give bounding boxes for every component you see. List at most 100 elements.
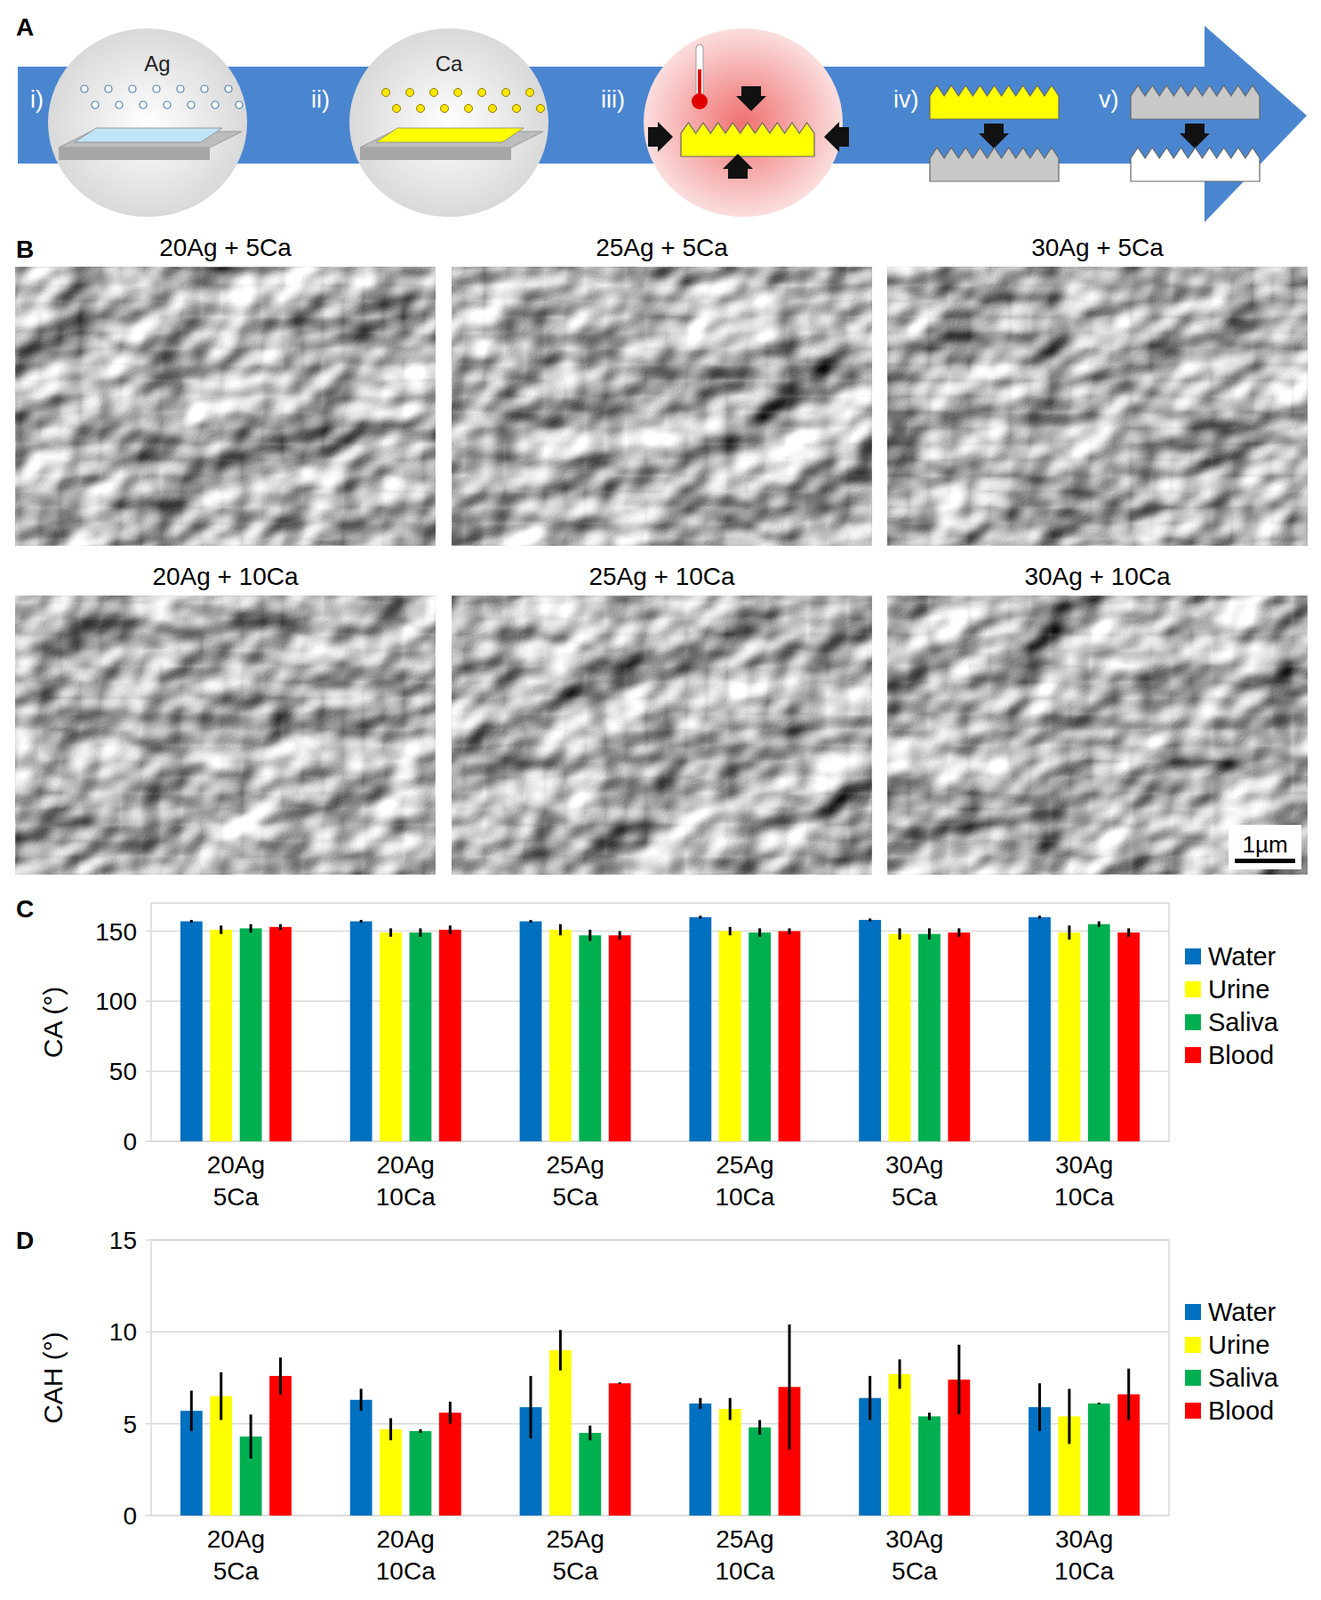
step-circle	[48, 28, 248, 217]
tick-label: 150	[95, 918, 137, 946]
bar	[409, 1431, 433, 1516]
error-bar	[1038, 915, 1041, 919]
tick-mark	[145, 1423, 152, 1426]
grid-line	[151, 1239, 1169, 1241]
bar	[1088, 924, 1111, 1142]
tick-mark	[145, 1331, 152, 1334]
error-bar	[698, 915, 702, 919]
step-label: v)	[1098, 86, 1120, 113]
sem-image	[15, 266, 436, 546]
error-bar	[698, 1398, 702, 1410]
category-label: 25Ag10Ca	[714, 1151, 775, 1211]
bar	[350, 920, 373, 1142]
error-bar	[190, 920, 193, 923]
scale-bar-label: 1µm	[1241, 831, 1288, 858]
arrow	[978, 123, 1009, 149]
tick-mark	[145, 1239, 152, 1241]
panel-label: C	[16, 895, 34, 923]
particle	[478, 88, 487, 97]
panel-label: D	[16, 1226, 34, 1255]
tick-label: 0	[122, 1128, 137, 1156]
category-line: 30Ag	[885, 1151, 944, 1179]
image-title: 30Ag + 5Ca	[1031, 233, 1164, 262]
marks	[180, 1324, 1140, 1516]
bar	[688, 1403, 712, 1516]
image-title: 25Ag + 10Ca	[588, 562, 736, 591]
grid-line	[151, 1000, 1169, 1003]
bar	[350, 1400, 373, 1516]
error-bar	[588, 1425, 592, 1442]
tick-mark	[145, 1000, 152, 1003]
error-bar	[868, 918, 872, 921]
sem-image	[887, 266, 1308, 546]
error-bar	[928, 928, 931, 940]
bar	[439, 1412, 462, 1516]
category-line: 20Ag	[207, 1525, 265, 1554]
particle	[382, 88, 391, 97]
textured-slab	[1130, 85, 1260, 120]
error-bar	[1097, 920, 1101, 927]
category-label: 25Ag5Ca	[545, 1151, 604, 1211]
category-line: 5Ca	[213, 1557, 260, 1586]
particle	[163, 101, 171, 109]
error-bar	[957, 1345, 961, 1416]
panel-label: B	[16, 235, 34, 264]
bar	[209, 929, 233, 1142]
element-label: Ca	[435, 51, 464, 76]
error-bar	[868, 1376, 872, 1421]
bar	[1028, 917, 1051, 1142]
legend-swatch	[1184, 1014, 1201, 1031]
error-bar	[1097, 1402, 1101, 1405]
error-bar	[728, 1398, 732, 1421]
tick-mark	[145, 1140, 152, 1143]
schematic: AgCai)ii)iii)iv)v)	[17, 25, 1307, 223]
legend-swatch	[1184, 1337, 1201, 1354]
sem-image	[887, 595, 1308, 875]
textured-slab	[1130, 147, 1260, 182]
step-label: iii)	[600, 86, 625, 113]
bar	[379, 1429, 402, 1516]
particle	[430, 88, 439, 97]
error-bar	[528, 1376, 532, 1439]
error-bar	[448, 1401, 452, 1425]
particle	[104, 85, 113, 93]
arrow	[736, 86, 767, 112]
category-line: 30Ag	[1055, 1151, 1113, 1179]
bar	[549, 1350, 572, 1516]
bar	[888, 1374, 912, 1516]
category-line: 10Ca	[376, 1557, 436, 1586]
bar	[608, 935, 632, 1142]
legend-label: Saliva	[1208, 1008, 1280, 1037]
error-bar	[957, 928, 961, 937]
category-line: 30Ag	[1055, 1525, 1113, 1554]
bar	[180, 920, 203, 1142]
error-bar	[788, 1324, 792, 1450]
category-line: 10Ca	[376, 1183, 436, 1211]
arrow	[722, 153, 753, 179]
error-bar	[588, 929, 592, 942]
particle	[80, 85, 89, 93]
process-arrow	[17, 25, 1307, 223]
arrow	[824, 121, 849, 153]
step-label: ii)	[311, 86, 330, 113]
legend-label: Blood	[1208, 1040, 1274, 1070]
figure: ABCDAgCai)ii)iii)iv)v)20Ag + 5Ca25Ag + 5…	[0, 0, 1321, 1600]
error-bar	[190, 1390, 193, 1431]
category-line: 10Ca	[714, 1557, 775, 1586]
bar	[918, 1416, 941, 1516]
error-bar	[360, 920, 363, 923]
error-bar	[758, 928, 761, 937]
bar	[748, 932, 771, 1142]
category-line: 10Ca	[1054, 1557, 1114, 1586]
legend-swatch	[1184, 981, 1201, 998]
error-bar	[898, 928, 902, 940]
particle	[200, 85, 209, 93]
category-line: 20Ag	[376, 1525, 435, 1554]
bar	[688, 917, 712, 1142]
error-bar	[279, 924, 282, 930]
category-line: 5Ca	[891, 1183, 938, 1211]
particle	[488, 104, 497, 113]
step-label: i)	[30, 86, 44, 113]
error-bar	[1067, 1388, 1071, 1444]
error-bar	[249, 1414, 253, 1459]
